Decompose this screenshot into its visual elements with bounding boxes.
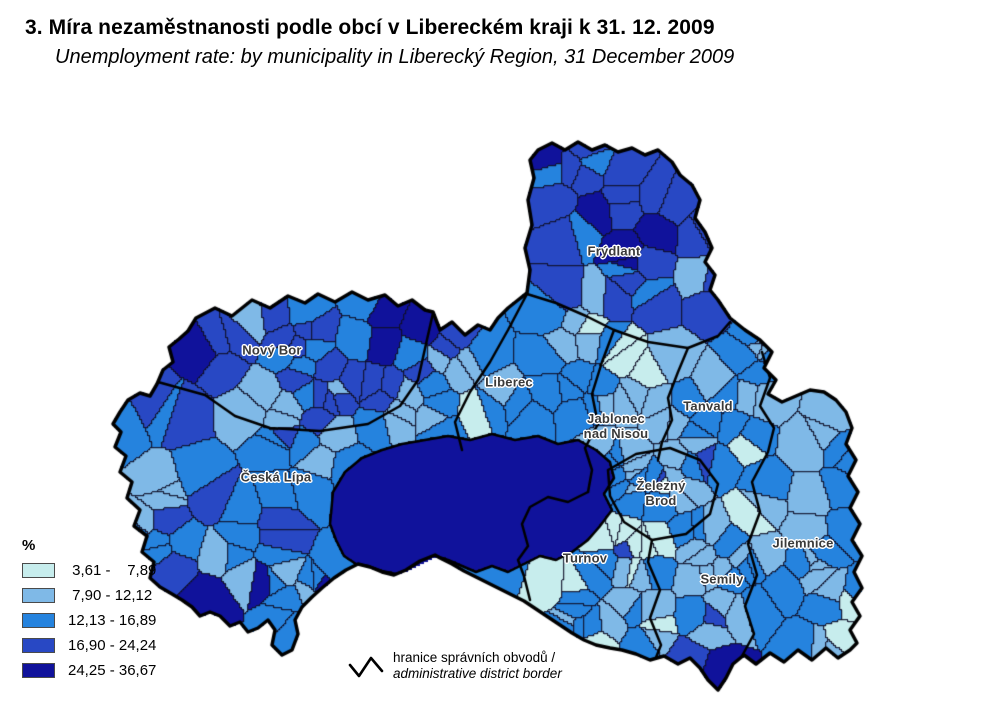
legend-row-class-2: 7,90 - 12,12: [22, 587, 156, 604]
district-label-ceska-lipa: Česká Lípa: [240, 469, 312, 485]
district-label-frydlant: Frýdlant: [587, 243, 641, 259]
legend-class-label: 16,90 - 24,24: [68, 637, 157, 654]
legend-swatch-class-2: [22, 588, 55, 603]
border-note-english: administrative district border: [393, 666, 562, 682]
zigzag-border-icon: [348, 656, 384, 677]
district-label-semily: Semily: [700, 571, 744, 587]
district-label-novy-bor: Nový Bor: [242, 342, 302, 358]
legend-row-class-1: 3,61 - 7,89: [22, 562, 157, 579]
district-label-liberec: Liberec: [485, 374, 533, 390]
legend-swatch-class-5: [22, 663, 55, 678]
legend-class-label: 3,61 - 7,89: [68, 562, 157, 579]
border-note-text: hranice správních obvodů / administrativ…: [393, 650, 562, 682]
legend-swatch-class-1: [22, 563, 55, 578]
district-label-zelezny-brod: Železný Brod: [636, 478, 686, 508]
legend-class-label: 12,13 - 16,89: [68, 612, 157, 629]
legend-row-class-3: 12,13 - 16,89: [22, 612, 157, 629]
legend-class-label: 24,25 - 36,67: [68, 662, 157, 679]
figure-title: 3. Míra nezaměstnanosti podle obcí v Lib…: [25, 16, 715, 39]
legend-row-class-5: 24,25 - 36,67: [22, 662, 157, 679]
border-note: hranice správních obvodů / administrativ…: [348, 650, 562, 682]
legend-class-label: 7,90 - 12,12: [68, 587, 153, 604]
district-label-jablonec: Jablonec nad Nisou: [583, 411, 649, 441]
district-label-turnov: Turnov: [562, 550, 608, 566]
map-legend: % 3,61 - 7,89 7,90 - 12,12 12,13 - 16,89…: [22, 537, 156, 688]
district-label-jilemnice: Jilemnice: [772, 535, 834, 551]
figure-subtitle: Unemployment rate: by municipality in Li…: [55, 46, 735, 68]
district-label-tanvald: Tanvald: [683, 398, 733, 414]
legend-row-class-4: 16,90 - 24,24: [22, 637, 157, 654]
legend-swatch-class-3: [22, 613, 55, 628]
legend-swatch-class-4: [22, 638, 55, 653]
legend-unit-label: %: [22, 537, 36, 554]
border-note-czech: hranice správních obvodů /: [393, 650, 556, 665]
